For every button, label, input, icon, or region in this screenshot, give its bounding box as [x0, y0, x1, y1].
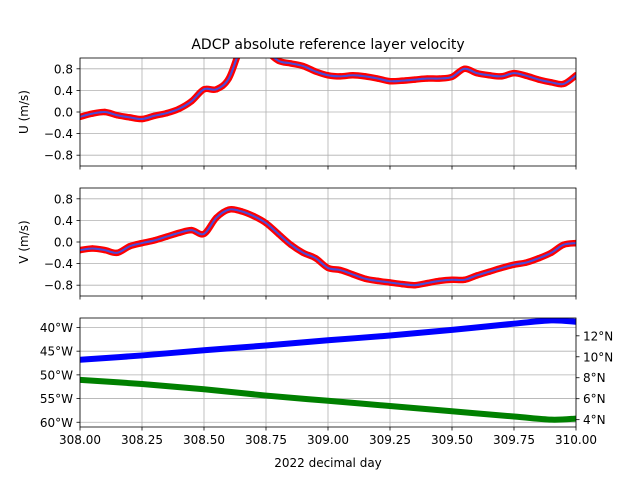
- x-tick-label: 310.00: [555, 433, 597, 447]
- y-axis-label: V (m/s): [17, 220, 31, 263]
- y2-tick-label: 6°N: [583, 392, 606, 406]
- series-group: [80, 205, 576, 289]
- x-tick-label: 309.75: [493, 433, 535, 447]
- y-tick-label: 0.8: [54, 62, 73, 76]
- x-tick-label: 308.25: [121, 433, 163, 447]
- y-tick-label: 0.4: [54, 84, 73, 98]
- plot-frame: [79, 57, 577, 167]
- y2-tick-label: 4°N: [583, 413, 606, 427]
- y-tick-label: 60°W: [40, 416, 73, 430]
- panel-v: −0.8 −0.4 0.0 0.4 0.8 V (m/s): [17, 187, 577, 300]
- figure-title: ADCP absolute reference layer velocity: [191, 37, 464, 53]
- plot-frame: [79, 187, 577, 297]
- y-tick-label: 0.0: [54, 236, 73, 250]
- y-tick-label: 45°W: [40, 345, 73, 359]
- x-axis-label: 2022 decimal day: [274, 456, 382, 470]
- panel-u: −0.8 −0.4 0.0 0.4 0.8 U (m/s): [17, 31, 577, 170]
- series-line-latitude: [80, 376, 576, 423]
- series-line-longitude: [80, 318, 576, 363]
- y-tick-label: −0.4: [44, 127, 73, 141]
- y-tick-label: −0.8: [44, 279, 73, 293]
- y-tick-label: −0.8: [44, 149, 73, 163]
- y2-tick-label: 8°N: [583, 371, 606, 385]
- y2-tick-label: 12°N: [583, 329, 613, 343]
- x-tick-label: 309.25: [369, 433, 411, 447]
- x-tick-label: 308.50: [183, 433, 225, 447]
- panel-position: 308.00 308.25 308.50 308.75 309.00 309.25 309.…: [40, 317, 613, 447]
- y-tick-label: 0.0: [54, 106, 73, 120]
- plot-frame: [79, 317, 577, 428]
- series-line-overlay: [80, 208, 576, 287]
- y-axis-label: U (m/s): [17, 90, 31, 134]
- x-tick-label: 309.50: [431, 433, 473, 447]
- x-tick-label: 308.00: [59, 433, 101, 447]
- data-point: [250, 31, 256, 37]
- panels: −0.8 −0.4 0.0 0.4 0.8 U (m/s) −0.8 −0.4 0.0 0.4 0.…: [17, 31, 613, 447]
- x-tick-label: 309.00: [307, 433, 349, 447]
- y-tick-label: 0.4: [54, 214, 73, 228]
- y-tick-label: 55°W: [40, 392, 73, 406]
- y-tick-label: 40°W: [40, 321, 73, 335]
- y-tick-label: 50°W: [40, 368, 73, 382]
- y-tick-label: 0.8: [54, 192, 73, 206]
- x-tick-label: 308.75: [245, 433, 287, 447]
- series-line-overlay: [80, 58, 576, 121]
- y2-tick-label: 10°N: [583, 350, 613, 364]
- series-group: [80, 31, 576, 123]
- y-tick-label: −0.4: [44, 257, 73, 271]
